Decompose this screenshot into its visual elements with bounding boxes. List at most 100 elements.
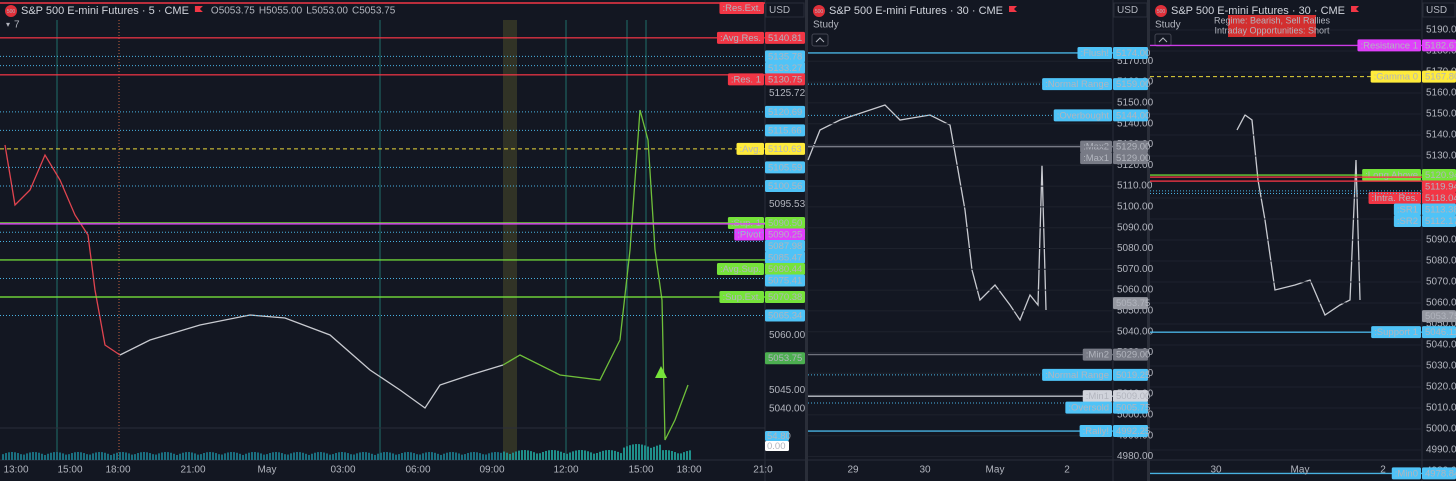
volume-bar xyxy=(38,452,40,460)
level-name-bg xyxy=(719,2,764,14)
volume-bar xyxy=(107,453,109,460)
volume-bar xyxy=(527,450,529,460)
price-axis-label: 5130.00 xyxy=(1426,151,1456,162)
volume-bar xyxy=(320,452,322,460)
regime-text: Intraday Opportunities: Short xyxy=(1214,25,1330,35)
level-name-bg xyxy=(1393,215,1421,228)
volume-bar xyxy=(410,452,412,460)
volume-bar xyxy=(392,453,394,460)
price-tag: 5135.78 xyxy=(768,51,802,62)
price-tag: 5105.59 xyxy=(768,162,802,173)
volume-bar xyxy=(605,450,607,460)
volume-bar xyxy=(284,454,286,460)
price-tag: 5130.75 xyxy=(768,74,802,85)
level-name: :Support 1 xyxy=(1374,327,1418,338)
price-tag-bg xyxy=(1422,215,1456,228)
level-name-bg xyxy=(736,142,764,155)
study-label: Study xyxy=(1155,20,1181,31)
flag-icon xyxy=(1009,6,1018,12)
volume-bar xyxy=(560,451,562,460)
volume-bar xyxy=(470,452,472,460)
level-name-bg xyxy=(1391,467,1421,480)
volume-bar xyxy=(683,452,685,460)
volume-bar xyxy=(386,452,388,460)
price-path xyxy=(1236,114,1361,316)
indicator-count: 7 xyxy=(14,20,20,31)
volume-bar xyxy=(437,453,439,460)
ohlc-value: 5055.00 xyxy=(266,6,303,17)
volume-bar xyxy=(473,452,475,460)
volume-bar xyxy=(152,454,154,460)
volume-bar xyxy=(269,453,271,460)
volume-bar xyxy=(254,452,256,460)
level-name: :Overbought xyxy=(1057,110,1110,121)
volume-bar xyxy=(425,452,427,460)
study-label: Study xyxy=(813,20,839,31)
time-label: 21:00 xyxy=(180,465,205,476)
chart-title: S&P 500 E-mini Futures · 5 · CME xyxy=(21,5,189,17)
volume-bar xyxy=(584,450,586,460)
time-label: 13:00 xyxy=(3,465,28,476)
price-axis-label: 5150.00 xyxy=(1426,109,1456,120)
level-name: :Gamma 0 xyxy=(1374,72,1418,83)
volume-bar xyxy=(533,452,535,460)
level-name-bg xyxy=(1368,192,1421,205)
price-path xyxy=(119,314,504,409)
volume-bar xyxy=(413,453,415,460)
price-axis-label: 5050.00 xyxy=(1426,319,1456,330)
price-axis-label: 5050.00 xyxy=(1117,306,1154,317)
level-name-bg xyxy=(1077,46,1112,59)
volume-bars xyxy=(2,444,691,460)
volume-bar xyxy=(296,452,298,460)
volume-bar xyxy=(332,454,334,460)
collapse-button[interactable] xyxy=(811,33,829,47)
volume-bar xyxy=(242,454,244,460)
volume-bar xyxy=(563,452,565,460)
volume-bar xyxy=(638,444,640,460)
volume-bar xyxy=(650,447,652,460)
volume-bar xyxy=(272,452,274,460)
time-label: 15:00 xyxy=(628,465,653,476)
volume-bar xyxy=(164,452,166,460)
volume-bar xyxy=(245,453,247,460)
time-label: 30 xyxy=(919,465,931,476)
volume-bar xyxy=(686,451,688,460)
level-name-bg xyxy=(727,73,764,86)
price-tag: 4978.84 xyxy=(1425,468,1456,479)
price-tag-bg xyxy=(1422,39,1456,52)
price-tag-bg xyxy=(765,228,805,241)
volume-bar xyxy=(122,452,124,460)
symbol-logo-bg xyxy=(5,5,17,17)
volume-bar xyxy=(680,453,682,460)
volume-bar xyxy=(632,444,634,460)
level-name: :Oversold xyxy=(1068,403,1109,414)
volume-bar xyxy=(143,452,145,460)
price-tag-bg xyxy=(765,105,805,118)
time-label: 29 xyxy=(847,465,859,476)
volume-bar xyxy=(548,450,550,460)
volume-bar xyxy=(194,453,196,460)
volume-bar xyxy=(260,453,262,460)
ohlc-key: H xyxy=(259,6,266,17)
level-name-bg xyxy=(734,228,764,241)
ohlc-value: 5053.75 xyxy=(359,6,396,17)
price-axis-label: 5000.00 xyxy=(1117,410,1154,421)
price-tag-bg xyxy=(765,31,805,44)
ohlc-value: 5053.00 xyxy=(312,6,349,17)
level-name: :Avg.Res. xyxy=(720,33,761,44)
volume-bar xyxy=(509,453,511,460)
volume-bar xyxy=(311,453,313,460)
current-price: 5053.75 xyxy=(1116,298,1150,309)
level-name: :Pivot xyxy=(737,229,761,240)
price-tag: 5005.75 xyxy=(1116,403,1150,414)
price-tag: 5075.41 xyxy=(768,275,802,286)
volume-bar xyxy=(209,452,211,460)
indicator-toggle: ▾ xyxy=(6,20,10,29)
volume-bar xyxy=(515,451,517,460)
collapse-icon xyxy=(815,37,825,43)
price-tag-bg xyxy=(1422,192,1456,205)
volume-bar xyxy=(338,452,340,460)
price-axis-label: 5140.00 xyxy=(1117,118,1154,129)
volume-bar xyxy=(248,452,250,460)
